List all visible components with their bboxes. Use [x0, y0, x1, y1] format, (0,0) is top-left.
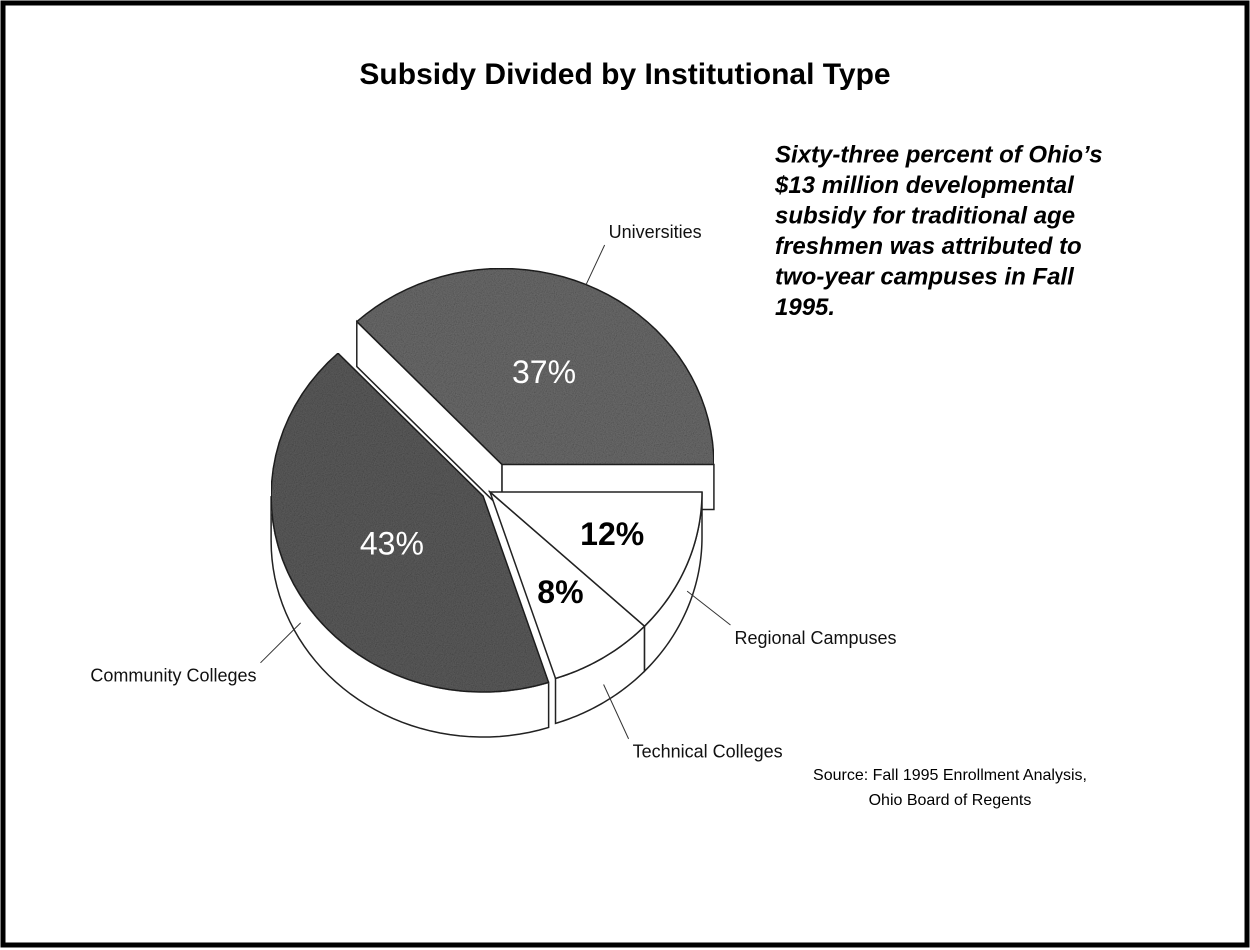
category-label: Universities: [609, 222, 702, 242]
leader-line: [260, 622, 301, 664]
slice: [487, 491, 703, 628]
pie: 37% Universities 43% Community Colleges 8% Te…: [90, 222, 896, 762]
annotation-line: freshmen was attributed to: [775, 233, 1082, 260]
chart-title: Subsidy Divided by Institutional Type: [359, 58, 890, 91]
annotation-line: $13 million developmental: [774, 172, 1075, 199]
category-label: Regional Campuses: [734, 628, 896, 648]
annotation-line: two-year campuses in Fall: [775, 263, 1075, 290]
source-line: Source: Fall 1995 Enrollment Analysis,: [813, 767, 1087, 784]
value-label: 8%: [537, 574, 583, 610]
category-label: Technical Colleges: [633, 742, 783, 762]
leader-line: [585, 244, 606, 285]
leader-line: [686, 590, 731, 626]
source-line: Ohio Board of Regents: [869, 792, 1032, 809]
annotation-line: 1995.: [775, 294, 835, 321]
value-label: 43%: [360, 525, 424, 561]
annotation: Sixty-three percent of Ohio’s $13 million…: [774, 141, 1103, 321]
annotation-line: subsidy for traditional age: [775, 202, 1075, 229]
slice: [488, 489, 646, 680]
leader-line: [603, 684, 630, 740]
annotation-line: Sixty-three percent of Ohio’s: [775, 141, 1103, 168]
value-label: 12%: [580, 516, 644, 552]
slice: [270, 352, 550, 693]
category-label: Community Colleges: [90, 666, 256, 686]
source: Source: Fall 1995 Enrollment Analysis, Oh…: [813, 767, 1087, 809]
value-label: 37%: [512, 354, 576, 390]
